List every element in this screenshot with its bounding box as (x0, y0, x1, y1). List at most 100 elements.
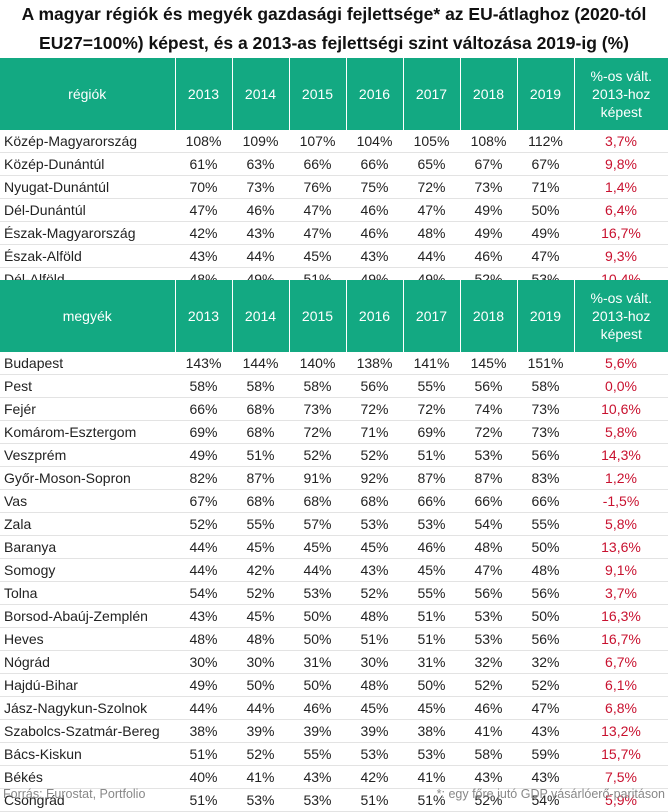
row-label: Zala (0, 512, 175, 536)
value-cell: 144% (232, 352, 289, 375)
regions-label-header: régiók (0, 58, 175, 130)
value-cell: 45% (289, 535, 346, 559)
value-cell: 112% (517, 130, 574, 153)
table-row: Heves 48% 48% 50% 51% 51% 53% 56% 16,7% (0, 627, 668, 651)
row-label: Szabolcs-Szatmár-Bereg (0, 719, 175, 743)
table-row: Komárom-Esztergom 69% 68% 72% 71% 69% 72% 73% 5,… (0, 420, 668, 444)
value-cell: 53% (403, 512, 460, 536)
value-cell: 108% (175, 130, 232, 153)
row-label: Nógrád (0, 650, 175, 674)
table-row: Észak-Magyarország 42% 43% 47% 46% 48% 49% 49% 1… (0, 221, 668, 245)
value-cell: 74% (460, 397, 517, 421)
value-cell: 51% (346, 627, 403, 651)
value-cell: 44% (232, 244, 289, 268)
year-header: 2013 (174, 280, 232, 352)
year-header: 2017 (402, 58, 460, 130)
value-cell: 68% (232, 397, 289, 421)
value-cell: 40% (175, 765, 232, 789)
value-cell: 54% (175, 581, 232, 605)
value-cell: 30% (175, 650, 232, 674)
value-cell: 73% (517, 397, 574, 421)
row-label: Fejér (0, 397, 175, 421)
table-row: Csongrád 51% 53% 53% 51% 51% 52% 54% 5,9% (0, 788, 668, 812)
value-cell: 39% (232, 719, 289, 743)
change-cell: 16,7% (574, 627, 668, 651)
value-cell: 49% (460, 198, 517, 222)
value-cell: 105% (403, 130, 460, 153)
value-cell: 43% (175, 604, 232, 628)
value-cell: 91% (289, 466, 346, 490)
value-cell: 47% (460, 558, 517, 582)
value-cell: 52% (175, 512, 232, 536)
row-label: Borsod-Abaúj-Zemplén (0, 604, 175, 628)
value-cell: 45% (232, 535, 289, 559)
value-cell: 43% (232, 221, 289, 245)
regions-table: régiók 2013 2014 2015 2016 2017 2018 201… (0, 58, 668, 291)
value-cell: 47% (517, 696, 574, 720)
value-cell: 87% (232, 466, 289, 490)
title-line-2: EU27=100%) képest, és a 2013-as fejletts… (39, 33, 629, 53)
value-cell: 45% (346, 535, 403, 559)
change-cell: 9,1% (574, 558, 668, 582)
value-cell: 53% (460, 627, 517, 651)
row-label: Hajdú-Bihar (0, 673, 175, 697)
counties-label-header: megyék (0, 280, 175, 352)
value-cell: 70% (175, 175, 232, 199)
value-cell: 44% (175, 558, 232, 582)
row-label: Veszprém (0, 443, 175, 467)
change-header-line: 2013-hoz (592, 308, 651, 324)
change-cell: 10,6% (574, 397, 668, 421)
table-row: Jász-Nagykun-Szolnok 44% 44% 46% 45% 45% 46% 47… (0, 696, 668, 720)
value-cell: 145% (460, 352, 517, 375)
value-cell: 51% (403, 604, 460, 628)
year-header: 2017 (402, 280, 460, 352)
change-cell: 7,5% (574, 765, 668, 789)
value-cell: 44% (232, 696, 289, 720)
value-cell: 52% (460, 788, 517, 812)
value-cell: 67% (460, 152, 517, 176)
value-cell: 140% (289, 352, 346, 375)
change-cell: 13,6% (574, 535, 668, 559)
value-cell: 46% (346, 198, 403, 222)
year-header: 2015 (288, 280, 346, 352)
year-header: 2015 (288, 58, 346, 130)
value-cell: 51% (403, 627, 460, 651)
value-cell: 53% (289, 581, 346, 605)
row-label: Vas (0, 489, 175, 513)
table-row: Bács-Kiskun 51% 52% 55% 53% 53% 58% 59% 15,7% (0, 742, 668, 766)
value-cell: 49% (517, 221, 574, 245)
value-cell: 52% (232, 581, 289, 605)
value-cell: 30% (346, 650, 403, 674)
value-cell: 44% (175, 696, 232, 720)
row-label: Baranya (0, 535, 175, 559)
value-cell: 52% (517, 673, 574, 697)
value-cell: 46% (232, 198, 289, 222)
table-row: Győr-Moson-Sopron 82% 87% 91% 92% 87% 87% 83% 1,… (0, 466, 668, 490)
row-label: Észak-Alföld (0, 244, 175, 268)
value-cell: 68% (232, 420, 289, 444)
value-cell: 52% (460, 673, 517, 697)
table-row: Borsod-Abaúj-Zemplén 43% 45% 50% 48% 51% 53% 50… (0, 604, 668, 628)
value-cell: 55% (232, 512, 289, 536)
value-cell: 50% (232, 673, 289, 697)
value-cell: 45% (289, 244, 346, 268)
title-line-1: A magyar régiók és megyék gazdasági fejl… (21, 4, 647, 24)
value-cell: 65% (403, 152, 460, 176)
value-cell: 56% (460, 581, 517, 605)
row-label: Győr-Moson-Sopron (0, 466, 175, 490)
value-cell: 51% (346, 788, 403, 812)
value-cell: 41% (460, 719, 517, 743)
value-cell: 52% (289, 443, 346, 467)
value-cell: 73% (517, 420, 574, 444)
value-cell: 59% (517, 742, 574, 766)
value-cell: 49% (175, 673, 232, 697)
value-cell: 50% (517, 604, 574, 628)
table-row: Békés 40% 41% 43% 42% 41% 43% 43% 7,5% (0, 765, 668, 789)
year-header: 2016 (345, 280, 403, 352)
value-cell: 56% (460, 374, 517, 398)
change-cell: 5,9% (574, 788, 668, 812)
table-row: Budapest 143% 144% 140% 138% 141% 145% 151% 5,6% (0, 352, 668, 375)
value-cell: 50% (289, 604, 346, 628)
value-cell: 43% (346, 244, 403, 268)
value-cell: 43% (517, 765, 574, 789)
